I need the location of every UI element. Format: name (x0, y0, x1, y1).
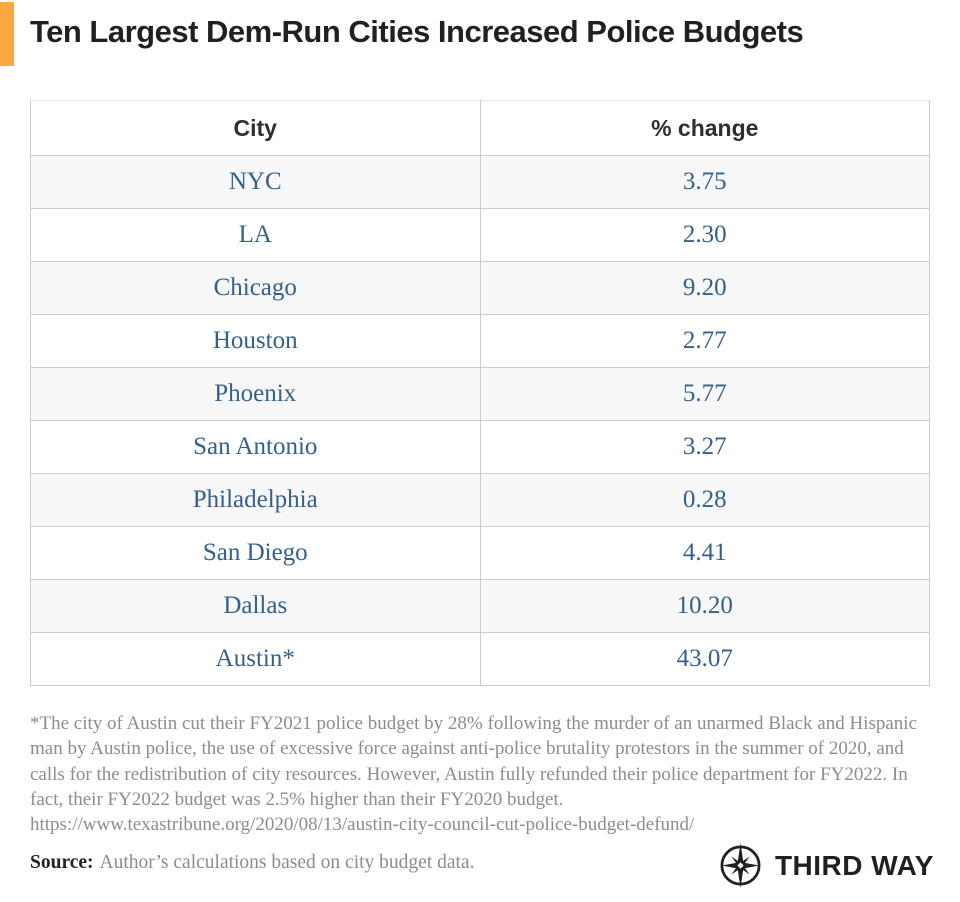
change-cell: 4.41 (479, 526, 930, 580)
city-cell: NYC (30, 155, 481, 209)
table-row: Phoenix 5.77 (30, 367, 930, 421)
city-cell: LA (30, 208, 481, 262)
city-cell: San Diego (30, 526, 481, 580)
city-cell: Austin* (30, 632, 481, 686)
table-row: Philadelphia 0.28 (30, 473, 930, 527)
change-cell: 9.20 (479, 261, 930, 315)
thirdway-logo: THIRD WAY (717, 842, 934, 889)
change-cell: 0.28 (479, 473, 930, 527)
change-cell: 10.20 (479, 579, 930, 633)
change-cell: 2.30 (479, 208, 930, 262)
page-title: Ten Largest Dem-Run Cities Increased Pol… (30, 14, 804, 49)
source-text: Author’s calculations based on city budg… (99, 852, 475, 873)
accent-bar (0, 2, 14, 66)
table-row: Houston 2.77 (30, 314, 930, 368)
table-row: Austin* 43.07 (30, 632, 930, 686)
source-line: Source: Author’s calculations based on ci… (30, 852, 474, 874)
city-cell: Dallas (30, 579, 481, 633)
table-row: Dallas 10.20 (30, 579, 930, 633)
city-cell: Philadelphia (30, 473, 481, 527)
change-cell: 3.75 (479, 155, 930, 209)
change-cell: 5.77 (479, 367, 930, 421)
table-header-row: City % change (30, 100, 930, 156)
table-row: NYC 3.75 (30, 155, 930, 209)
police-budget-table: City % change NYC 3.75 LA 2.30 Chicago 9… (30, 100, 930, 686)
thirdway-logo-text: THIRD WAY (774, 849, 934, 881)
austin-footnote: *The city of Austin cut their FY2021 pol… (30, 713, 917, 836)
change-cell: 3.27 (479, 420, 930, 474)
table-row: San Antonio 3.27 (30, 420, 930, 474)
compass-star-icon (720, 842, 761, 889)
column-header-city: City (30, 100, 481, 156)
change-cell: 2.77 (479, 314, 930, 368)
table-row: San Diego 4.41 (30, 526, 930, 580)
city-cell: Chicago (30, 261, 481, 315)
change-cell: 43.07 (479, 632, 930, 686)
city-cell: Houston (30, 314, 481, 368)
table-row: Chicago 9.20 (30, 261, 930, 315)
city-cell: San Antonio (30, 420, 481, 474)
source-label: Source: (30, 852, 94, 873)
city-cell: Phoenix (30, 367, 481, 421)
column-header-percent-change: % change (479, 100, 930, 156)
table-row: LA 2.30 (30, 208, 930, 262)
